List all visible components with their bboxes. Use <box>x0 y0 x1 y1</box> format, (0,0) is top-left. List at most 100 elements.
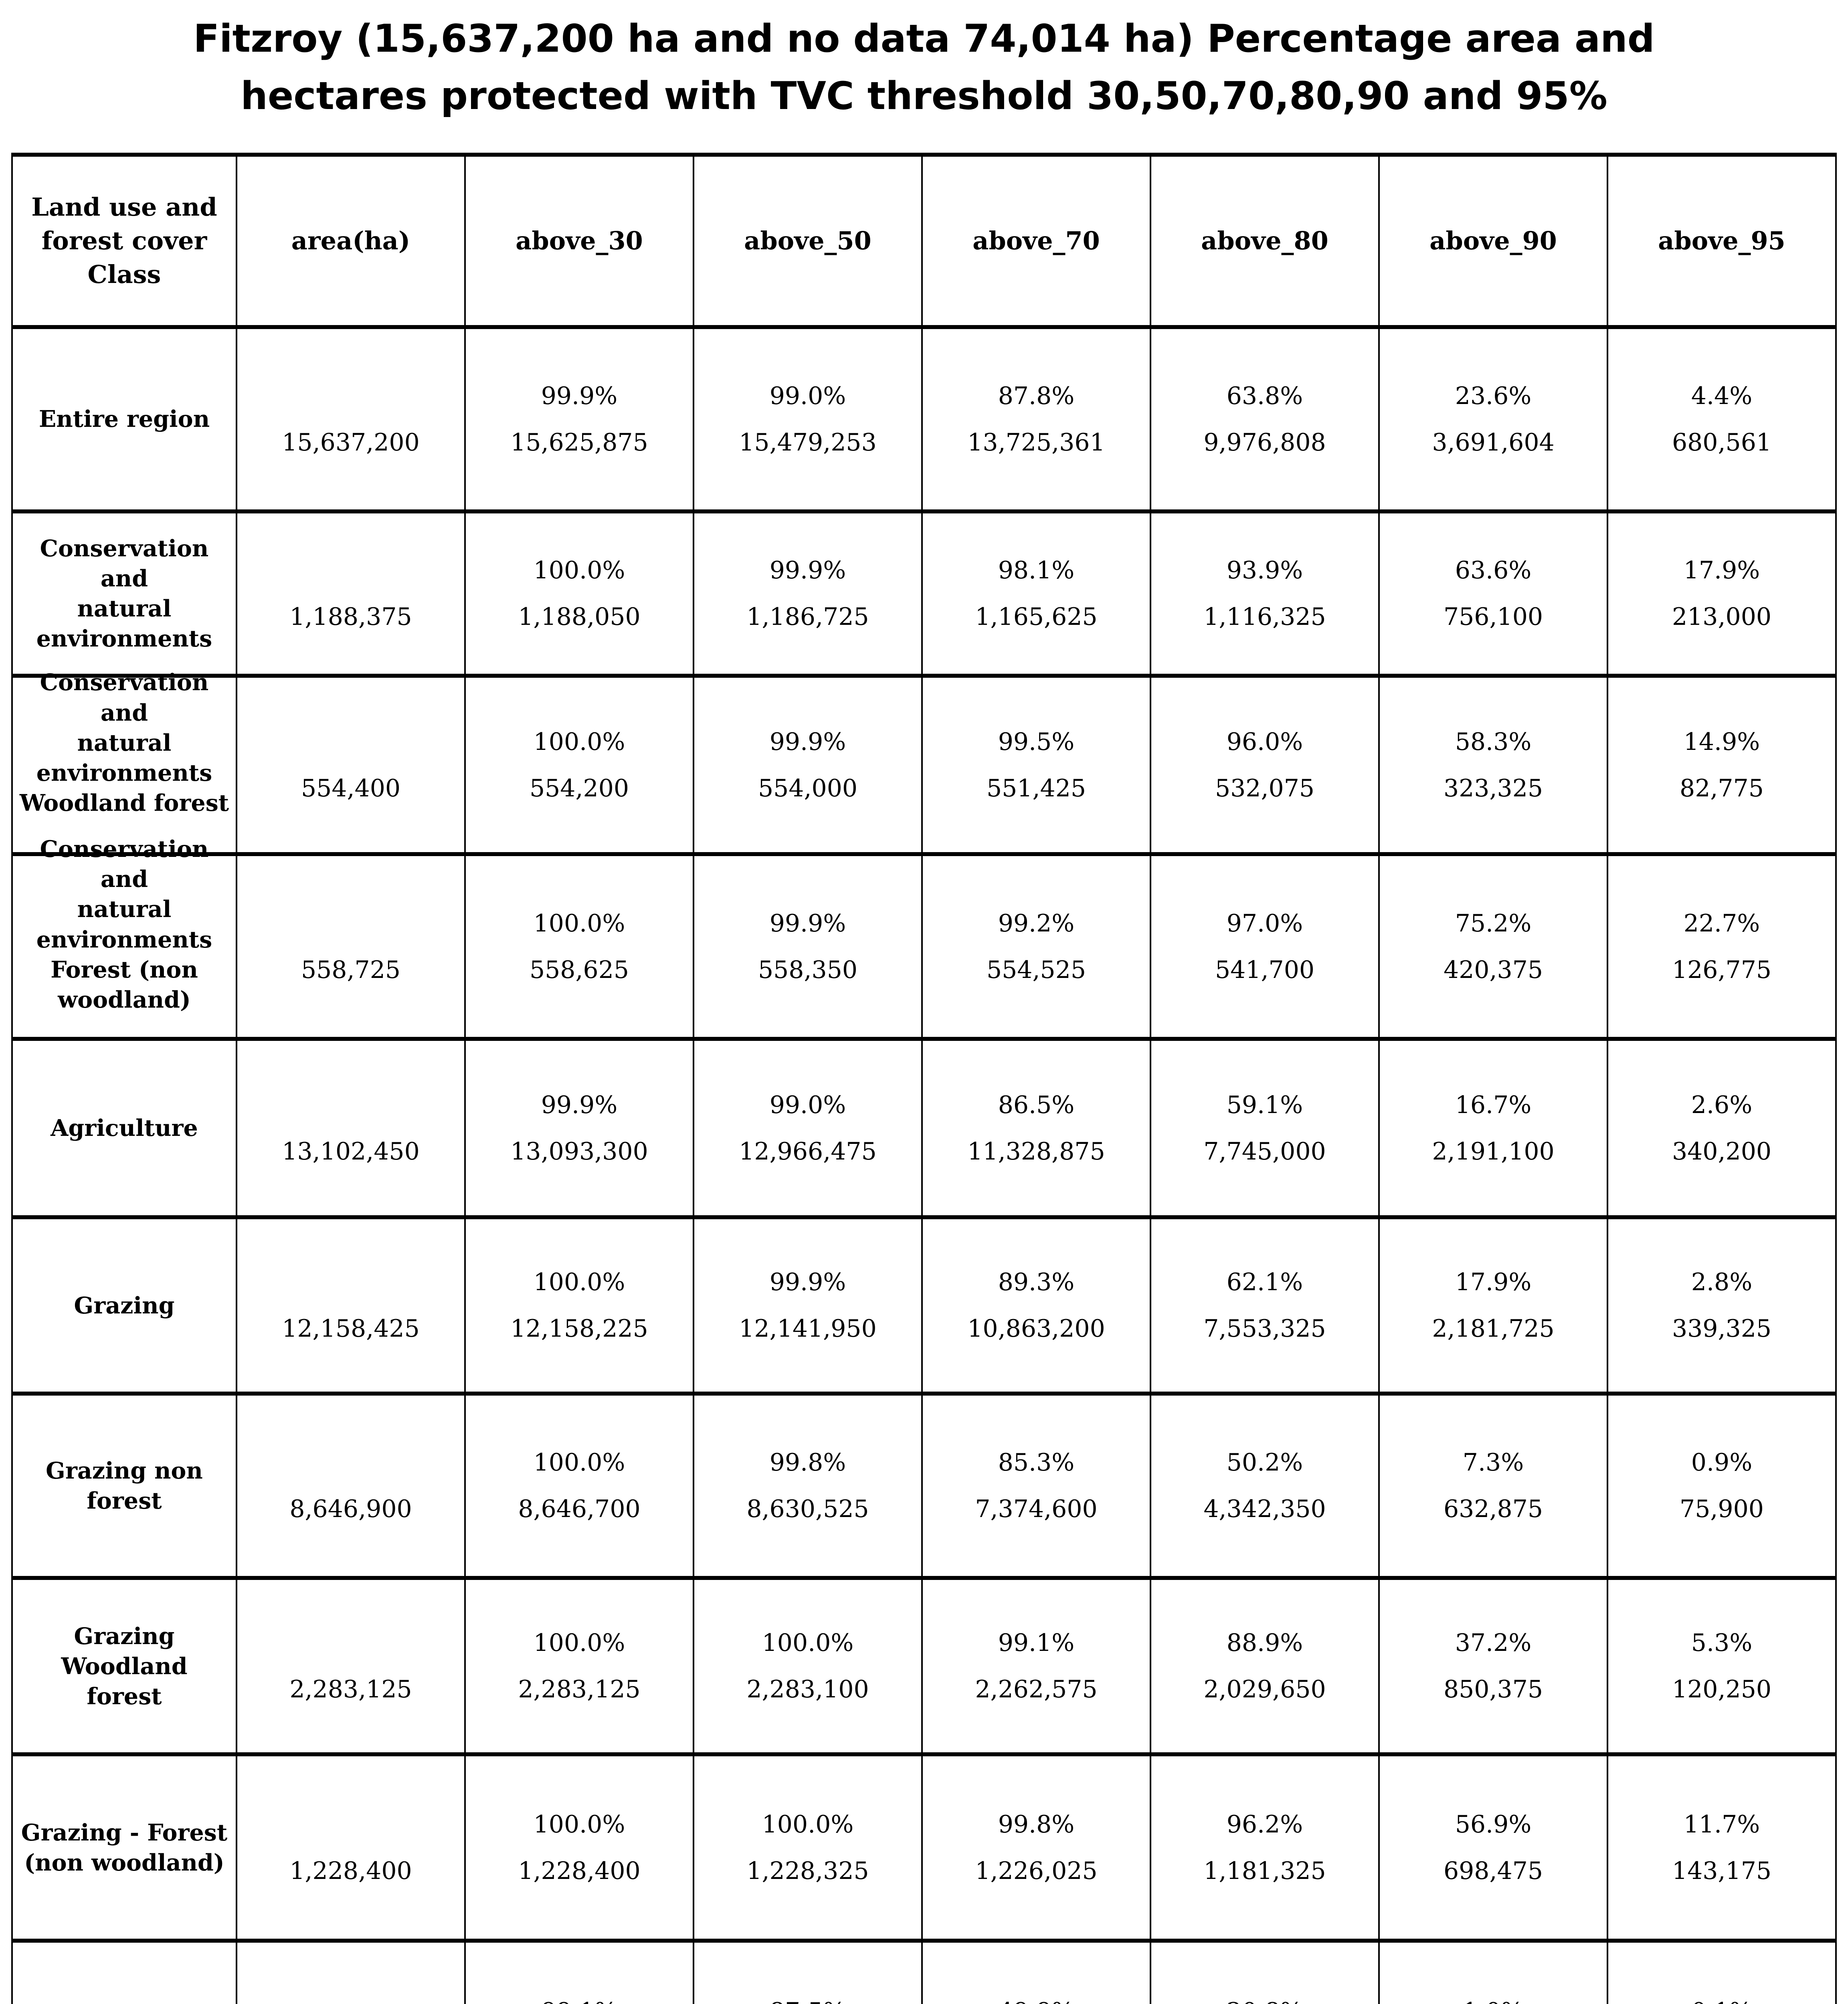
percent-text: 59.1% <box>1226 1091 1303 1119</box>
percent-text: 98.1% <box>998 556 1075 584</box>
percent-text: 99.0% <box>769 1091 846 1119</box>
area-cell: 2,283,125 <box>236 1576 466 1757</box>
hectares-text: 323,325 <box>1443 774 1543 802</box>
percent-text: 89.3% <box>998 1268 1075 1297</box>
threshold-cell: 100.0% 554,200 <box>464 674 694 856</box>
percent-text: 99.9% <box>541 1091 618 1119</box>
area-value: 13,102,450 <box>282 1137 420 1166</box>
percent-text: 100.0% <box>533 1268 625 1297</box>
row-label: Agriculture <box>51 1115 198 1142</box>
row-label: Grazing <box>74 1292 175 1319</box>
hectares-text: 2,262,575 <box>975 1675 1098 1704</box>
percent-text: 2.8% <box>1691 1268 1753 1297</box>
page-title-line2: hectares protected with TVC threshold 30… <box>241 74 1607 118</box>
row-label: Grazing non forest <box>46 1457 203 1515</box>
row-label-cell: Grazing <box>11 1215 237 1396</box>
threshold-cell: 99.5% 551,425 <box>921 674 1151 856</box>
threshold-cell: 99.9% 554,000 <box>693 674 923 856</box>
threshold-cell: 4.4% 680,561 <box>1607 325 1837 513</box>
percent-text: 96.2% <box>1226 1810 1303 1838</box>
hectares-text: 75,900 <box>1680 1495 1764 1523</box>
threshold-cell: 0.9% 75,900 <box>1607 1392 1837 1580</box>
percent-text: 58.3% <box>1455 727 1532 756</box>
percent-text: 93.9% <box>1226 556 1303 584</box>
percent-text: 85.3% <box>998 1448 1075 1477</box>
hectares-text: 8,646,700 <box>518 1495 641 1523</box>
hectares-text: 1,181,325 <box>1203 1857 1326 1885</box>
hectares-text: 1,188,050 <box>518 603 641 631</box>
percent-text: 100.0% <box>533 909 625 937</box>
threshold-cell: 0.1%725 <box>1607 1939 1837 2004</box>
hectares-text: 554,525 <box>986 956 1086 984</box>
table-body: Entire region 15,637,200 99.9% 15,625,875 9… <box>11 325 1837 2004</box>
percent-text: 99.0% <box>769 382 846 410</box>
threshold-cell: 99.1%805,175 <box>464 1939 694 2004</box>
hectares-text: 213,000 <box>1672 603 1772 631</box>
row-label: Conservation and natural environments <box>36 535 212 653</box>
table-row: Conservation and natural environments Wo… <box>11 669 1837 856</box>
percent-text: 50.2% <box>1226 1448 1303 1477</box>
hectares-text: 698,475 <box>1443 1857 1543 1885</box>
threshold-cell: 37.2% 850,375 <box>1378 1576 1608 1757</box>
percent-text: 0.9% <box>1691 1448 1753 1477</box>
hectares-text: 2,191,100 <box>1432 1137 1555 1166</box>
percent-text: 7.3% <box>1462 1448 1524 1477</box>
hectares-text: 756,100 <box>1443 603 1543 631</box>
hectares-text: 7,553,325 <box>1203 1315 1326 1343</box>
area-value: 1,188,375 <box>289 603 412 631</box>
threshold-cell: 100.0% 12,158,225 <box>464 1215 694 1396</box>
hectares-text: 4,342,350 <box>1203 1495 1326 1523</box>
hectares-text: 13,725,361 <box>967 428 1105 457</box>
table-header: Land use and forest cover Class area(ha) a… <box>11 153 1837 329</box>
threshold-cell: 99.9% 558,350 <box>693 852 923 1041</box>
spacer <box>347 1812 354 1836</box>
threshold-cell: 62.1% 7,553,325 <box>1150 1215 1380 1396</box>
threshold-cell: 99.8% 1,226,025 <box>921 1752 1151 1943</box>
hectares-text: 1,228,325 <box>746 1857 869 1885</box>
threshold-cell: 99.9% 12,141,950 <box>693 1215 923 1396</box>
threshold-cell: 17.9% 2,181,725 <box>1378 1215 1608 1396</box>
column-header: above_50 <box>693 153 923 329</box>
threshold-cell: 99.1% 2,262,575 <box>921 1576 1151 1757</box>
threshold-cell: 98.1% 1,165,625 <box>921 509 1151 678</box>
table-row: Conservation and natural environments Fo… <box>11 836 1837 1041</box>
threshold-cell: 99.9% 1,186,725 <box>693 509 923 678</box>
area-cell: 12,158,425 <box>236 1215 466 1396</box>
percent-text: 20.8% <box>1227 2000 1303 2004</box>
threshold-cell: 87.5%711,450 <box>693 1939 923 2004</box>
row-label: Conservation and natural environments Fo… <box>36 836 212 1014</box>
hectares-text: 554,200 <box>529 774 629 802</box>
hectares-text: 420,375 <box>1443 956 1543 984</box>
percent-text: 100.0% <box>533 727 625 756</box>
percent-text: 75.2% <box>1455 909 1532 937</box>
threshold-cell: 87.8% 13,725,361 <box>921 325 1151 513</box>
hectares-text: 10,863,200 <box>967 1315 1105 1343</box>
percent-text: 5.3% <box>1691 1629 1753 1657</box>
threshold-cell: 59.1% 7,745,000 <box>1150 1037 1380 1220</box>
percent-text: 99.9% <box>769 909 846 937</box>
spacer <box>347 730 354 754</box>
hectares-text: 3,691,604 <box>1432 428 1555 457</box>
percent-text: 49.9% <box>998 2000 1075 2004</box>
area-cell: 558,725 <box>236 852 466 1041</box>
percent-text: 0.1% <box>1691 2000 1752 2004</box>
table-row: Grazing - Forest (non woodland) 1,228,40… <box>11 1752 1837 1943</box>
threshold-cell: 17.9% 213,000 <box>1607 509 1837 678</box>
hectares-text: 12,966,475 <box>739 1137 877 1166</box>
area-value: 558,725 <box>301 956 401 984</box>
hectares-text: 1,116,325 <box>1203 603 1326 631</box>
threshold-cell: 63.8% 9,976,808 <box>1150 325 1380 513</box>
percent-text: 100.0% <box>762 1629 854 1657</box>
hectares-text: 2,181,725 <box>1432 1315 1555 1343</box>
threshold-cell: 100.0% 1,228,400 <box>464 1752 694 1943</box>
threshold-cell: 5.3% 120,250 <box>1607 1576 1837 1757</box>
spacer <box>347 384 354 408</box>
hectares-text: 2,283,125 <box>518 1675 641 1704</box>
threshold-cell: 23.6% 3,691,604 <box>1378 325 1608 513</box>
hectares-text: 1,226,025 <box>975 1857 1098 1885</box>
percent-text: 100.0% <box>533 1629 625 1657</box>
header-row: Land use and forest cover Class area(ha) a… <box>11 153 1837 329</box>
percent-text: 23.6% <box>1455 382 1532 410</box>
row-label: Conservation and natural environments Wo… <box>19 669 229 817</box>
tvc-threshold-table: Land use and forest cover Class area(ha) a… <box>11 153 1837 2004</box>
